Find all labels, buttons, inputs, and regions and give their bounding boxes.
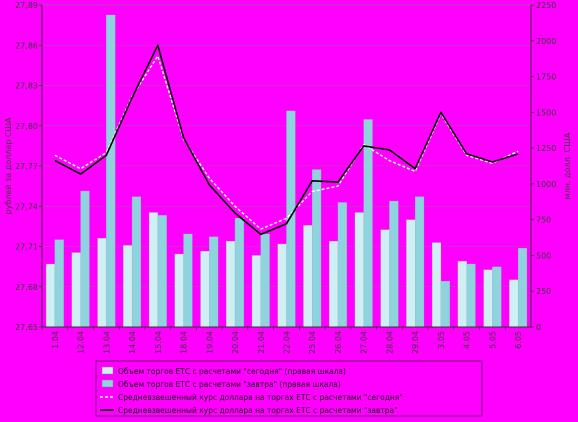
bar <box>517 248 528 328</box>
y-tick-label-right: 1000 <box>536 180 556 189</box>
lines <box>54 44 519 236</box>
bar <box>337 202 347 328</box>
bar <box>200 251 210 328</box>
y-tick-label-left: 27,83 <box>15 82 38 91</box>
bar <box>131 196 141 328</box>
bar <box>106 14 116 328</box>
y-tick-label-left: 27,89 <box>15 1 38 10</box>
y-tick-label-right: 0 <box>536 323 541 332</box>
bar <box>80 190 90 328</box>
x-tick-label: 27.04 <box>360 331 369 354</box>
bar <box>312 169 322 328</box>
legend-label-bar-tomorrow: Объем торгов ЕТС с расчетами "завтра" (п… <box>118 380 341 389</box>
y-tick-label-right: 250 <box>536 287 551 296</box>
y-tick-label-left: 27,77 <box>15 162 38 171</box>
bars <box>45 14 528 328</box>
x-tick-label: 6.05 <box>514 331 523 349</box>
y-tick-label-left: 27,65 <box>15 323 38 332</box>
bar <box>440 281 450 328</box>
bar <box>354 212 364 328</box>
x-tick-label: 3.05 <box>437 331 446 349</box>
bar <box>329 240 339 328</box>
bar <box>363 119 373 328</box>
bar <box>226 240 236 328</box>
bar <box>251 255 261 328</box>
bar <box>157 215 167 328</box>
bar <box>415 196 425 328</box>
x-tick-label: 19.04 <box>205 331 214 354</box>
bar <box>406 219 416 328</box>
y-tick-label-right: 2250 <box>536 1 556 10</box>
x-tick-label: 13.04 <box>102 331 111 354</box>
x-tick-label: 1.04 <box>51 331 60 349</box>
x-tick-label: 15.04 <box>154 331 163 354</box>
y-axis-label-left: рублей за доллар США <box>4 117 13 215</box>
bar <box>509 279 519 328</box>
series-line <box>54 44 519 236</box>
legend-label-line-today: Средневзвешенный курс доллара на торгах … <box>118 393 403 402</box>
x-tick-label: 20.04 <box>231 331 240 354</box>
y-tick-label-right: 1250 <box>536 144 556 153</box>
bar <box>432 242 442 328</box>
y-tick-label-right: 500 <box>536 251 551 260</box>
bar <box>54 239 64 328</box>
y-tick-label-left: 27,74 <box>15 202 38 211</box>
bar <box>466 263 476 328</box>
bar <box>277 243 287 328</box>
x-tick-label: 22.04 <box>283 331 292 354</box>
y-tick-label-right: 2000 <box>536 37 556 46</box>
bar <box>71 252 81 328</box>
y-tick-label-left: 27,71 <box>15 243 38 252</box>
x-tick-label: 25.04 <box>308 331 317 354</box>
x-tick-label: 28.04 <box>385 331 394 354</box>
x-tick-label: 5.05 <box>488 331 497 349</box>
legend-label-bar-today: Объем торгов ЕТС с расчетами "сегодня" (… <box>118 367 346 376</box>
bar <box>286 110 296 328</box>
y-tick-label-right: 1750 <box>536 73 556 82</box>
x-tick-label: 21.04 <box>257 331 266 354</box>
axes: 27,65 27,68 27,71 27,74 27,77 27,80 27,83 27,86… <box>15 1 556 354</box>
x-tick-label: 12.04 <box>77 331 86 354</box>
legend: Объем торгов ЕТС с расчетами "сегодня" (… <box>95 360 483 417</box>
bar <box>483 269 493 328</box>
x-tick-label: 4.05 <box>463 331 472 349</box>
x-tick-label: 14.04 <box>128 331 137 354</box>
bar <box>389 200 399 328</box>
bar <box>492 266 502 328</box>
legend-swatch-bar-tomorrow <box>101 379 114 388</box>
bar <box>380 229 390 328</box>
legend-swatch-bar-today <box>101 366 114 375</box>
y-tick-label-left: 27,80 <box>15 122 38 131</box>
legend-label-line-tomorrow: Средневзвешенный курс доллара на торгах … <box>118 406 398 415</box>
y-tick-label-right: 750 <box>536 216 551 225</box>
x-tick-label: 29.04 <box>411 331 420 354</box>
bar <box>174 253 184 328</box>
bar <box>183 233 193 328</box>
y-tick-label-left: 27,68 <box>15 283 38 292</box>
bar <box>123 245 133 328</box>
bar <box>457 261 467 328</box>
bar <box>97 238 107 328</box>
bar <box>209 236 219 328</box>
legend-box <box>95 360 483 417</box>
bar <box>148 212 158 328</box>
x-tick-label: 26.04 <box>334 331 343 354</box>
bar <box>45 263 56 328</box>
y-tick-label-right: 1500 <box>536 108 556 117</box>
bar <box>234 218 244 328</box>
bar <box>303 225 313 328</box>
bar <box>260 233 270 328</box>
y-axis-label-right: млн. долл. США <box>563 132 572 199</box>
x-tick-label: 18.04 <box>180 331 189 354</box>
y-tick-label-left: 27,86 <box>15 41 38 50</box>
